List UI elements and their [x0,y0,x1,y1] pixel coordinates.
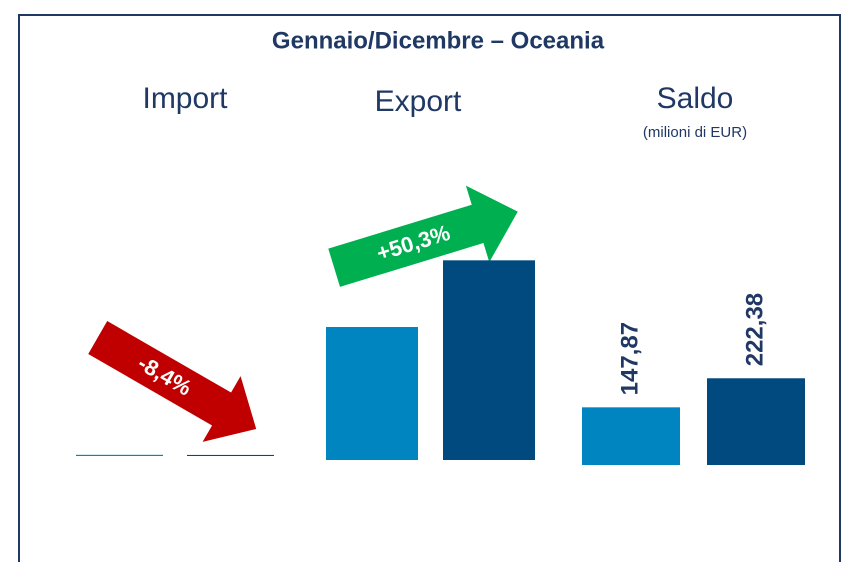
value-label: 147,87 [616,322,643,395]
bar [443,260,535,460]
bar [582,407,680,465]
group-label: Saldo [657,82,734,115]
group-label: Export [375,85,462,118]
bar [326,327,418,460]
decrease-arrow: -8,4% [88,321,257,442]
bar [76,454,163,456]
bar [187,454,274,456]
group-label: Import [142,82,228,115]
chart-title: Gennaio/Dicembre – Oceania [272,27,605,54]
frame [18,14,841,562]
bar [707,378,805,465]
group-subtitle: (milioni di EUR) [643,124,747,141]
value-label: 222,38 [741,293,768,366]
